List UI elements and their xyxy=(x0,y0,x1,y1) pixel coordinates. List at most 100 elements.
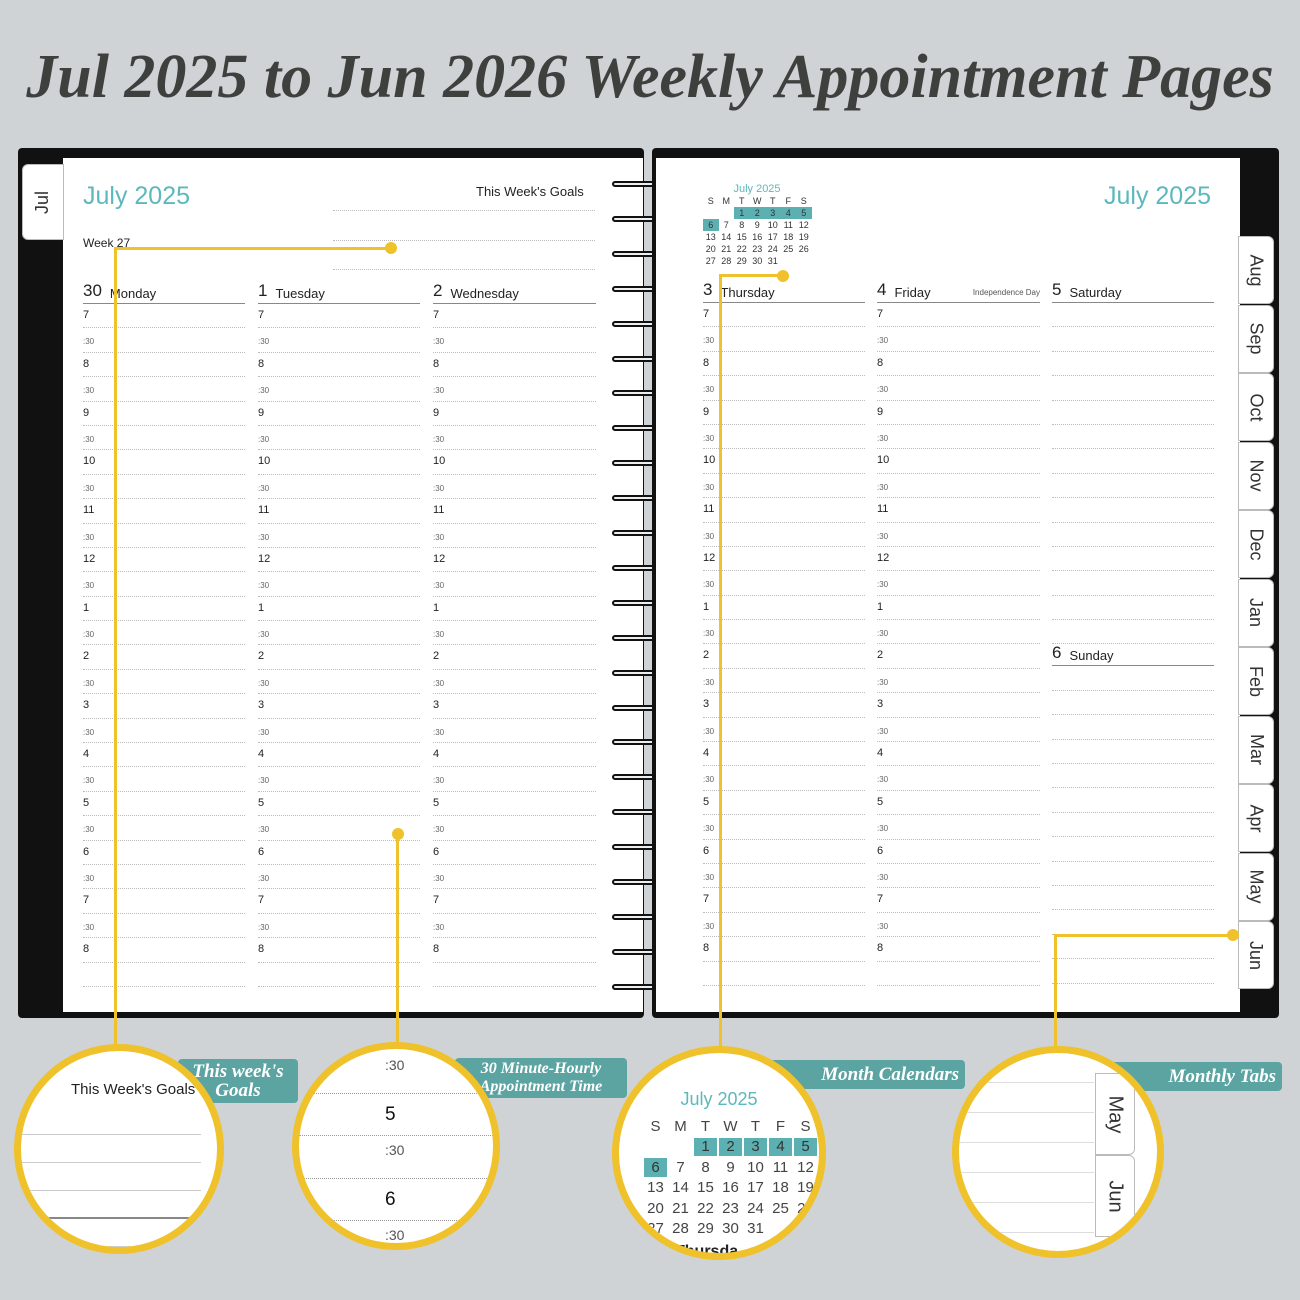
time-slot[interactable]: :30 xyxy=(877,864,1040,889)
tab-oct[interactable]: Oct xyxy=(1238,373,1274,441)
time-slot[interactable]: 2 xyxy=(877,644,1040,669)
time-slot[interactable]: 4 xyxy=(258,743,420,768)
time-slot[interactable]: :30 xyxy=(433,475,596,500)
time-slot[interactable]: :30 xyxy=(703,523,865,547)
time-slot[interactable]: 7 xyxy=(83,889,245,914)
time-slot[interactable]: :30 xyxy=(83,328,245,353)
time-slot[interactable]: 1 xyxy=(703,596,865,621)
time-slot[interactable]: 12 xyxy=(258,548,420,573)
time-slot[interactable]: :30 xyxy=(258,621,420,646)
time-slot[interactable]: :30 xyxy=(703,376,865,401)
time-slot[interactable]: :30 xyxy=(83,621,245,646)
time-slot[interactable]: 8 xyxy=(258,938,420,963)
time-slot[interactable]: 7 xyxy=(83,304,245,329)
time-slot[interactable]: 5 xyxy=(433,792,596,817)
time-slot[interactable]: :30 xyxy=(258,719,420,744)
time-slot[interactable]: :30 xyxy=(433,426,596,451)
time-slot[interactable]: 6 xyxy=(258,841,420,865)
time-slot[interactable]: :30 xyxy=(258,426,420,451)
time-slot[interactable]: :30 xyxy=(83,719,245,744)
time-slot[interactable]: 1 xyxy=(433,597,596,622)
time-slot[interactable]: 3 xyxy=(703,693,865,718)
time-slot[interactable]: 11 xyxy=(433,499,596,524)
time-slot[interactable]: :30 xyxy=(433,328,596,353)
time-slot[interactable]: 3 xyxy=(433,694,596,719)
time-slot[interactable]: :30 xyxy=(258,524,420,548)
time-slot[interactable]: :30 xyxy=(703,913,865,938)
time-slot[interactable]: :30 xyxy=(703,620,865,645)
time-slot[interactable]: :30 xyxy=(703,815,865,840)
time-slot[interactable]: :30 xyxy=(83,816,245,841)
time-slot[interactable]: 3 xyxy=(258,694,420,719)
time-slot[interactable]: :30 xyxy=(258,670,420,695)
time-slot[interactable]: 2 xyxy=(83,645,245,670)
time-slot[interactable]: 4 xyxy=(433,743,596,768)
time-slot[interactable]: 6 xyxy=(877,840,1040,864)
time-slot[interactable]: :30 xyxy=(703,474,865,499)
time-slot[interactable]: 3 xyxy=(83,694,245,719)
time-slot[interactable]: 9 xyxy=(433,402,596,426)
time-slot[interactable]: 11 xyxy=(703,498,865,523)
time-slot[interactable]: 1 xyxy=(258,597,420,622)
time-slot[interactable]: 9 xyxy=(83,402,245,426)
time-slot[interactable]: :30 xyxy=(877,620,1040,645)
time-slot[interactable]: :30 xyxy=(83,524,245,548)
time-slot[interactable]: :30 xyxy=(83,767,245,792)
time-slot[interactable]: :30 xyxy=(877,425,1040,450)
time-slot[interactable]: 9 xyxy=(703,401,865,425)
time-slot[interactable]: 11 xyxy=(258,499,420,524)
time-slot[interactable]: 10 xyxy=(433,450,596,475)
time-slot[interactable]: 7 xyxy=(433,304,596,329)
time-slot[interactable]: :30 xyxy=(433,572,596,597)
time-slot[interactable]: :30 xyxy=(703,669,865,694)
time-slot[interactable]: 7 xyxy=(433,889,596,914)
time-slot[interactable]: :30 xyxy=(877,913,1040,938)
time-slot[interactable]: 1 xyxy=(877,596,1040,621)
time-slot[interactable]: :30 xyxy=(83,572,245,597)
time-slot[interactable]: :30 xyxy=(433,621,596,646)
time-slot[interactable]: 5 xyxy=(258,792,420,817)
time-slot[interactable]: 7 xyxy=(258,304,420,329)
time-slot[interactable]: 9 xyxy=(258,402,420,426)
tab-jul[interactable]: Jul xyxy=(22,164,64,240)
time-slot[interactable]: 6 xyxy=(703,840,865,864)
time-slot[interactable]: :30 xyxy=(433,719,596,744)
tab-aug[interactable]: Aug xyxy=(1238,236,1274,304)
time-slot[interactable]: :30 xyxy=(258,377,420,402)
time-slot[interactable]: :30 xyxy=(258,914,420,939)
time-slot[interactable]: 5 xyxy=(877,791,1040,816)
time-slot[interactable]: :30 xyxy=(877,815,1040,840)
time-slot[interactable]: 2 xyxy=(703,644,865,669)
time-slot[interactable]: 10 xyxy=(703,449,865,474)
time-slot[interactable]: :30 xyxy=(258,572,420,597)
time-slot[interactable]: :30 xyxy=(83,914,245,939)
time-slot[interactable]: 10 xyxy=(877,449,1040,474)
time-slot[interactable]: :30 xyxy=(258,767,420,792)
time-slot[interactable]: :30 xyxy=(258,816,420,841)
time-slot[interactable]: :30 xyxy=(258,475,420,500)
time-slot[interactable]: 12 xyxy=(83,548,245,573)
time-slot[interactable]: 10 xyxy=(258,450,420,475)
time-slot[interactable]: :30 xyxy=(877,669,1040,694)
time-slot[interactable]: :30 xyxy=(703,718,865,743)
time-slot[interactable]: 6 xyxy=(83,841,245,865)
time-slot[interactable]: 8 xyxy=(433,938,596,963)
time-slot[interactable]: :30 xyxy=(433,816,596,841)
time-slot[interactable]: 12 xyxy=(433,548,596,573)
time-slot[interactable]: :30 xyxy=(877,571,1040,596)
time-slot[interactable]: 2 xyxy=(433,645,596,670)
tab-dec[interactable]: Dec xyxy=(1238,510,1274,578)
time-slot[interactable]: 8 xyxy=(83,938,245,963)
time-slot[interactable]: 9 xyxy=(877,401,1040,425)
time-slot[interactable]: :30 xyxy=(877,766,1040,791)
time-slot[interactable]: 7 xyxy=(258,889,420,914)
time-slot[interactable]: :30 xyxy=(83,377,245,402)
time-slot[interactable]: :30 xyxy=(83,865,245,890)
time-slot[interactable]: 8 xyxy=(877,352,1040,377)
time-slot[interactable]: :30 xyxy=(877,718,1040,743)
time-slot[interactable]: :30 xyxy=(877,523,1040,547)
time-slot[interactable]: :30 xyxy=(433,524,596,548)
time-slot[interactable]: :30 xyxy=(258,328,420,353)
time-slot[interactable]: :30 xyxy=(433,377,596,402)
time-slot[interactable]: 7 xyxy=(877,888,1040,913)
